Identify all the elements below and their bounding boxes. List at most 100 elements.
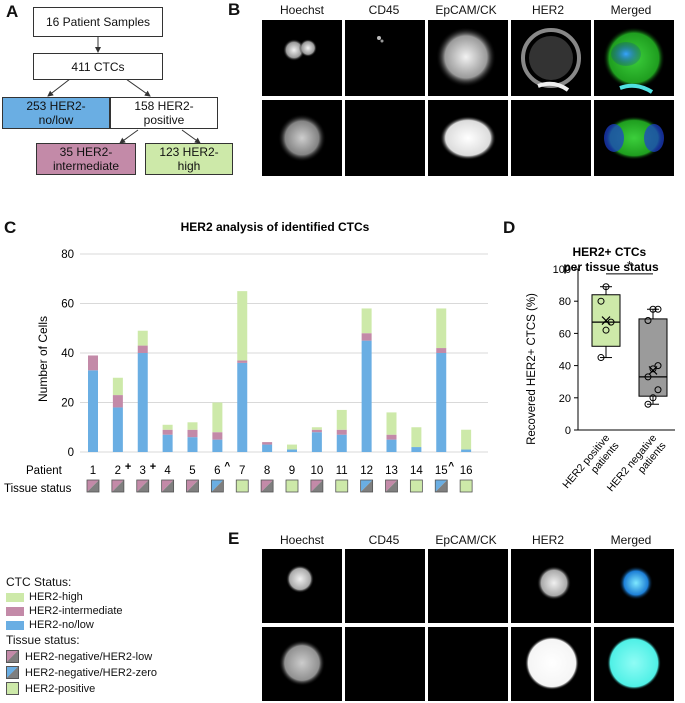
legend-ctc-label: HER2-no/low (29, 619, 94, 631)
micro-header-her2-e: HER2 (531, 533, 564, 547)
bar-ytick-label: 40 (61, 348, 74, 360)
micro-header-cd45-e: CD45 (368, 533, 400, 547)
bar-xtick-marker: ^ (448, 461, 454, 472)
legend-ctc-item: HER2-intermediate (6, 605, 123, 617)
tissue-status-square (260, 479, 274, 493)
tissue-status-square (285, 479, 299, 493)
bar-segment-her2-no-low (436, 353, 447, 452)
bar-segment-her2-high (461, 429, 472, 450)
bar-segment-her2-intermediate (262, 442, 273, 445)
box-ytick-label: 80 (559, 296, 571, 308)
legend-swatch (6, 620, 24, 630)
bar-xtick-label: 7 (239, 465, 245, 477)
box-plot: HER2+ CTCs per tissue status Recovered H… (526, 245, 675, 494)
tissue-status-square (235, 479, 249, 493)
bar-segment-her2-intermediate (187, 429, 198, 438)
bar-xtick-marker: + (125, 461, 131, 473)
bar-segment-her2-no-low (336, 434, 347, 452)
bar-segment-her2-no-low (162, 434, 173, 452)
bar-ytick-label: 60 (61, 299, 74, 311)
tissue-status-square (111, 479, 125, 493)
bar-xtick-label: 13 (385, 465, 398, 477)
bar-segment-her2-intermediate (436, 348, 447, 353)
flow-box-ctcs: 411 CTCs (33, 53, 163, 80)
bar-segment-her2-intermediate (386, 434, 397, 440)
box-mean-marker (601, 316, 611, 325)
bar-segment-her2-no-low (461, 449, 472, 452)
legend-tissue-swatch (6, 682, 19, 695)
legend-tissue-label: HER2-negative/HER2-zero (25, 666, 158, 679)
box-data-point (644, 400, 652, 408)
bar-xtick-label: 9 (289, 465, 295, 477)
micro-header-epcam-b: EpCAM/CK (435, 3, 497, 17)
micro-header-hoechst-b: Hoechst (279, 3, 325, 17)
box-data-point (602, 283, 610, 291)
bar-segment-her2-high (287, 444, 297, 450)
bar-segment-her2-high (112, 377, 123, 396)
legend-ctc-label: HER2-intermediate (29, 605, 123, 617)
bar-segment-her2-no-low (88, 370, 98, 452)
tissue-status-square (360, 479, 374, 493)
bar-xtick-label: 4 (164, 465, 171, 477)
box-plot-title-line1: HER2+ CTCs per tissue status (563, 245, 659, 274)
tissue-status-square (310, 479, 324, 493)
flowchart-arrows (47, 37, 201, 144)
legend-tissue-label: HER2-negative/HER2-low (25, 650, 153, 663)
bar-segment-her2-high (361, 308, 372, 334)
bar-xtick-label: 3 (140, 465, 146, 477)
box-ytick-label: 0 (565, 425, 571, 437)
panel-label-d: D (503, 218, 516, 237)
micro-e-r1-cd45 (345, 549, 425, 623)
tissue-status-square (385, 479, 398, 493)
bar-segment-her2-no-low (212, 439, 223, 452)
bar-segment-her2-high (212, 402, 223, 433)
legend-ctc-item: HER2-high (6, 591, 83, 603)
box-data-point (644, 373, 652, 381)
box-iqr (591, 294, 621, 347)
bar-xtick-label: 15 (435, 465, 448, 477)
bar-segment-her2-high (237, 291, 248, 361)
bar-segment-her2-intermediate (162, 429, 173, 435)
bar-chart-title: HER2 analysis of identified CTCs (181, 220, 370, 234)
tissue-status-square (186, 479, 199, 493)
bar-segment-her2-no-low (237, 362, 248, 452)
bar-chart-ylabel: Number of Cells (36, 316, 50, 402)
bar-segment-her2-intermediate (237, 360, 248, 363)
micrograph-grid-b (262, 20, 674, 176)
bar-segment-her2-no-low (137, 353, 148, 452)
bar-xtick-label: 1 (90, 465, 96, 477)
box-data-point (644, 317, 652, 325)
flow-box-intermediate: 35 HER2- intermediate (36, 143, 136, 175)
legend-tissue-item: HER2-positive (6, 682, 95, 695)
bar-xtick-label: 11 (336, 465, 348, 477)
significance-star: * (627, 258, 632, 273)
panel-label-b: B (228, 0, 241, 19)
bar-xtick-marker: + (150, 461, 156, 473)
legend-tissue-label: HER2-positive (25, 682, 96, 695)
tissue-status-square (161, 479, 175, 493)
panel-label-c: C (4, 218, 17, 237)
micro-header-merged-b: Merged (610, 3, 652, 17)
bar-xtick-marker: ^ (224, 461, 230, 472)
micro-b-r2-cd45 (345, 100, 425, 176)
bar-segment-her2-intermediate (311, 429, 322, 433)
legend-swatch (6, 592, 24, 602)
box-data-point (607, 318, 615, 326)
micro-b-r2-her2 (511, 100, 591, 176)
bar-segment-her2-high (336, 409, 347, 430)
bar-segment-her2-no-low (361, 340, 372, 452)
box-ytick-label: 100 (553, 264, 571, 276)
bar-segment-her2-intermediate (112, 395, 123, 408)
bar-segment-her2-no-low (187, 437, 198, 452)
legend-tissue-item: HER2-negative/HER2-low (6, 650, 152, 663)
bar-segment-her2-high (187, 422, 198, 430)
box-data-point (654, 362, 662, 370)
bar-segment-her2-high (137, 330, 148, 346)
box-data-point (597, 297, 605, 305)
bar-xtick-label: 6 (214, 465, 220, 477)
legend-tissue-swatch (6, 666, 19, 679)
legend-tissue-item: HER2-negative/HER2-zero (6, 666, 157, 679)
box-data-point (654, 305, 662, 313)
micro-header-hoechst-e: Hoechst (279, 533, 325, 547)
bar-ytick-label: 0 (68, 447, 74, 459)
